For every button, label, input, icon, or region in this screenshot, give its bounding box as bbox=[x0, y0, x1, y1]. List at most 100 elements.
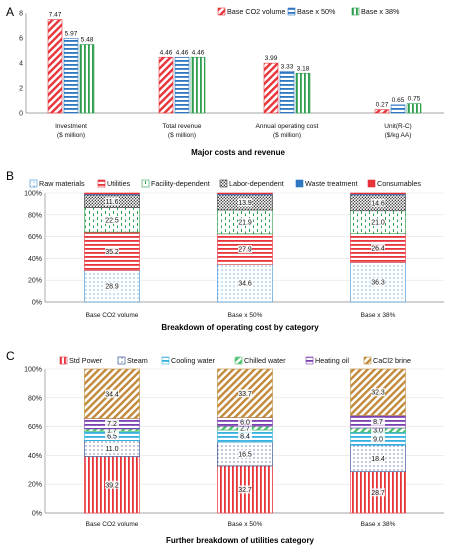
segment-data-label: 11.6 bbox=[105, 199, 118, 206]
segment-data-label: 27.9 bbox=[238, 247, 252, 254]
bar bbox=[190, 56, 206, 114]
bar bbox=[63, 38, 79, 114]
x-category-label: Total revenue bbox=[162, 123, 201, 130]
y-tick-label: 8 bbox=[19, 11, 23, 18]
x-category-unit: ($ million) bbox=[273, 132, 301, 139]
legend-a-1-swatch bbox=[287, 7, 296, 16]
panel-c-chart: C 0% 20% 40% 60% 80% 100% 39.2 11.0 6.51.77.2 34.4… bbox=[6, 349, 444, 545]
segment-data-label: 2.7 bbox=[240, 426, 250, 433]
segment-label-bg bbox=[238, 279, 252, 288]
bar-data-label: 4.46 bbox=[176, 49, 189, 56]
segment-data-label: 34.4 bbox=[105, 391, 119, 398]
panel-c-chart-legend-2-swatch bbox=[161, 356, 170, 365]
segment-data-label: 6.5 bbox=[107, 434, 117, 441]
segment-data-label: 6.0 bbox=[240, 419, 250, 426]
bar-data-label: 3.33 bbox=[281, 63, 294, 70]
segment-label-bg bbox=[238, 432, 252, 441]
x-category-label: Base x 50% bbox=[228, 521, 263, 528]
segment-data-label: 11.0 bbox=[105, 446, 118, 453]
x-category-label: Base x 38% bbox=[361, 521, 396, 528]
segment-data-label: 32.7 bbox=[238, 487, 252, 494]
bar-data-label: 0.27 bbox=[376, 102, 389, 109]
segment-label-bg bbox=[371, 488, 385, 497]
segment-data-label: 8.4 bbox=[240, 434, 250, 441]
segment-data-label: 1.7 bbox=[107, 428, 117, 435]
y-tick-label: 20% bbox=[28, 482, 42, 489]
segment-label-bg bbox=[238, 389, 252, 398]
segment-data-label: 18.4 bbox=[371, 456, 385, 463]
segment-label-bg bbox=[371, 198, 385, 207]
panel-b-chart-legend-5-label: Consumables bbox=[377, 179, 421, 188]
segment-label-bg bbox=[371, 388, 385, 397]
segment-label-bg bbox=[105, 215, 119, 224]
bar-data-label: 3.18 bbox=[297, 65, 310, 72]
segment-data-label: 26.4 bbox=[371, 246, 385, 253]
x-category-label: Base CO2 volume bbox=[86, 312, 139, 319]
segment-data-label: 36.3 bbox=[371, 280, 385, 287]
segment-data-label: 32.3 bbox=[371, 390, 385, 397]
y-tick-label: 6 bbox=[19, 36, 23, 43]
y-tick-label: 2 bbox=[19, 86, 23, 93]
legend-a-1-label: Base x 50% bbox=[297, 7, 336, 16]
segment-label-bg bbox=[371, 434, 385, 443]
panel-c-chart-caption: Further breakdown of utilities category bbox=[166, 536, 315, 545]
legend-a-0-label: Base CO2 volume bbox=[227, 7, 285, 16]
panel-c-chart-legend-5-label: CaCl2 brine bbox=[373, 356, 411, 365]
y-tick-label: 60% bbox=[28, 234, 42, 241]
bar-data-label: 4.46 bbox=[192, 49, 205, 56]
bar bbox=[406, 103, 422, 114]
legend-a-2-swatch bbox=[351, 7, 360, 16]
y-tick-label: 40% bbox=[28, 453, 42, 460]
segment-label-bg bbox=[238, 217, 252, 226]
x-category-unit: ($ million) bbox=[168, 132, 196, 139]
x-category-label: Base CO2 volume bbox=[86, 521, 139, 528]
segment-label-bg bbox=[371, 278, 385, 287]
segment-label-bg bbox=[105, 480, 119, 489]
segment-label-bg bbox=[238, 485, 252, 494]
x-category-label: Investment bbox=[55, 123, 87, 130]
segment-label-bg bbox=[371, 426, 385, 435]
panel-c-chart-legend-2-label: Cooling water bbox=[171, 356, 216, 365]
segment-label-bg bbox=[105, 426, 119, 435]
segment-label-bg bbox=[105, 197, 119, 206]
segment-label-bg bbox=[371, 417, 385, 426]
segment-label-bg bbox=[238, 424, 252, 433]
segment-label-bg bbox=[238, 245, 252, 254]
bar bbox=[158, 56, 174, 114]
panel-b-chart-legend-5-swatch bbox=[367, 179, 376, 188]
panel-b-chart: B 0% 20% 40% 60% 80% 100% 28.9 35.2 22.5 11.6 Base … bbox=[6, 169, 444, 332]
segment-label-bg bbox=[105, 282, 119, 291]
bar bbox=[295, 72, 311, 114]
panel-b-chart-legend-3-label: Labor-dependent bbox=[229, 179, 284, 188]
panel-b-chart-legend-4-swatch bbox=[295, 179, 304, 188]
bar bbox=[390, 104, 406, 114]
segment-label-bg bbox=[371, 244, 385, 253]
y-tick-label: 100% bbox=[24, 367, 42, 374]
segment-data-label: 21.0 bbox=[371, 220, 385, 227]
x-category-label: Unit(R-C) bbox=[384, 123, 411, 130]
segment-data-label: 14.6 bbox=[371, 200, 385, 207]
legend-a-2-label: Base x 38% bbox=[361, 7, 400, 16]
bar bbox=[47, 19, 63, 114]
y-tick-label: 0% bbox=[32, 300, 42, 307]
bar bbox=[263, 62, 279, 114]
panel-c-chart-legend-1-swatch bbox=[117, 356, 126, 365]
y-tick-label: 4 bbox=[19, 61, 23, 68]
bar-data-label: 5.48 bbox=[81, 37, 94, 44]
panel-c-chart-legend-4-label: Heating oil bbox=[315, 356, 349, 365]
segment-data-label: 34.6 bbox=[238, 281, 252, 288]
segment-data-label: 7.2 bbox=[107, 421, 117, 428]
segment-data-label: 13.9 bbox=[238, 200, 252, 207]
y-tick-label: 0 bbox=[19, 111, 23, 118]
panel-c-chart-legend-1-label: Steam bbox=[127, 356, 148, 365]
segment-label-bg bbox=[105, 247, 119, 256]
segment-label-bg bbox=[371, 218, 385, 227]
segment-data-label: 22.5 bbox=[105, 217, 119, 224]
panel-label-a: A bbox=[6, 5, 14, 19]
x-category-unit: ($ million) bbox=[57, 132, 85, 139]
segment-data-label: 28.7 bbox=[371, 490, 385, 497]
segment-label-bg bbox=[371, 454, 385, 463]
y-tick-label: 80% bbox=[28, 395, 42, 402]
panel-label-c: C bbox=[6, 349, 15, 363]
